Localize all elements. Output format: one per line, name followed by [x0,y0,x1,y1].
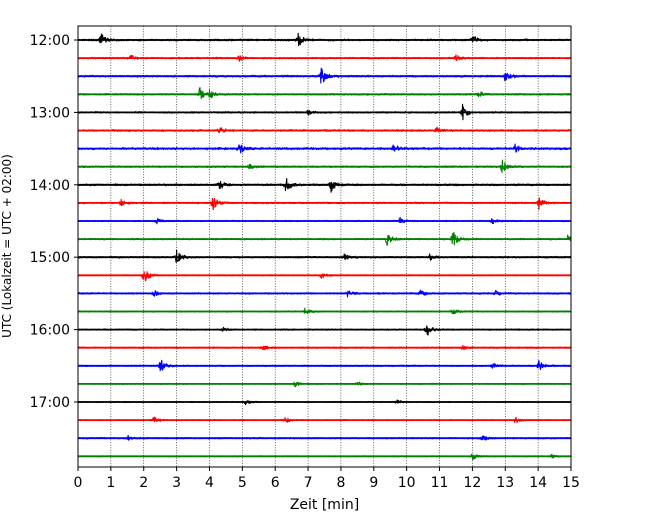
x-tick-label: 9 [369,475,378,491]
trace-line [77,249,572,264]
x-tick-label: 8 [336,475,345,491]
y-tick-label: 13:00 [30,105,70,121]
x-tick-label: 13 [496,475,514,491]
x-tick-label: 11 [431,475,449,491]
x-tick-label: 10 [398,475,416,491]
x-tick-label: 7 [304,475,313,491]
x-axis-ticks: 0 1 2 3 4 5 6 7 8 9 10 11 12 13 14 15 [74,467,580,491]
trace-line [77,197,572,211]
y-axis-label: UTC (Lokalzeit = UTC + 02:00) [0,154,14,338]
x-tick-label: 15 [562,475,580,491]
trace-line [77,87,572,100]
y-tick-label: 12:00 [30,33,70,49]
x-tick-label: 4 [205,475,214,491]
x-tick-label: 6 [271,475,280,491]
x-tick-label: 3 [172,475,181,491]
grid-lines [110,26,539,467]
x-tick-label: 12 [463,475,481,491]
x-tick-label: 14 [529,475,547,491]
plot-frame [77,25,572,468]
y-tick-label: 15:00 [30,250,70,266]
y-axis-ticks: 12:00 13:00 14:00 15:00 16:00 17:00 [30,33,78,411]
x-tick-label: 0 [74,475,83,491]
x-tick-label: 5 [238,475,247,491]
y-tick-label: 16:00 [30,323,70,339]
trace-line [77,271,572,282]
y-tick-label: 14:00 [30,178,70,194]
x-axis-label: Zeit [min] [290,497,359,513]
x-tick-label: 1 [106,475,115,491]
trace-group [77,32,572,461]
y-tick-label: 17:00 [30,395,70,411]
x-tick-label: 2 [139,475,148,491]
